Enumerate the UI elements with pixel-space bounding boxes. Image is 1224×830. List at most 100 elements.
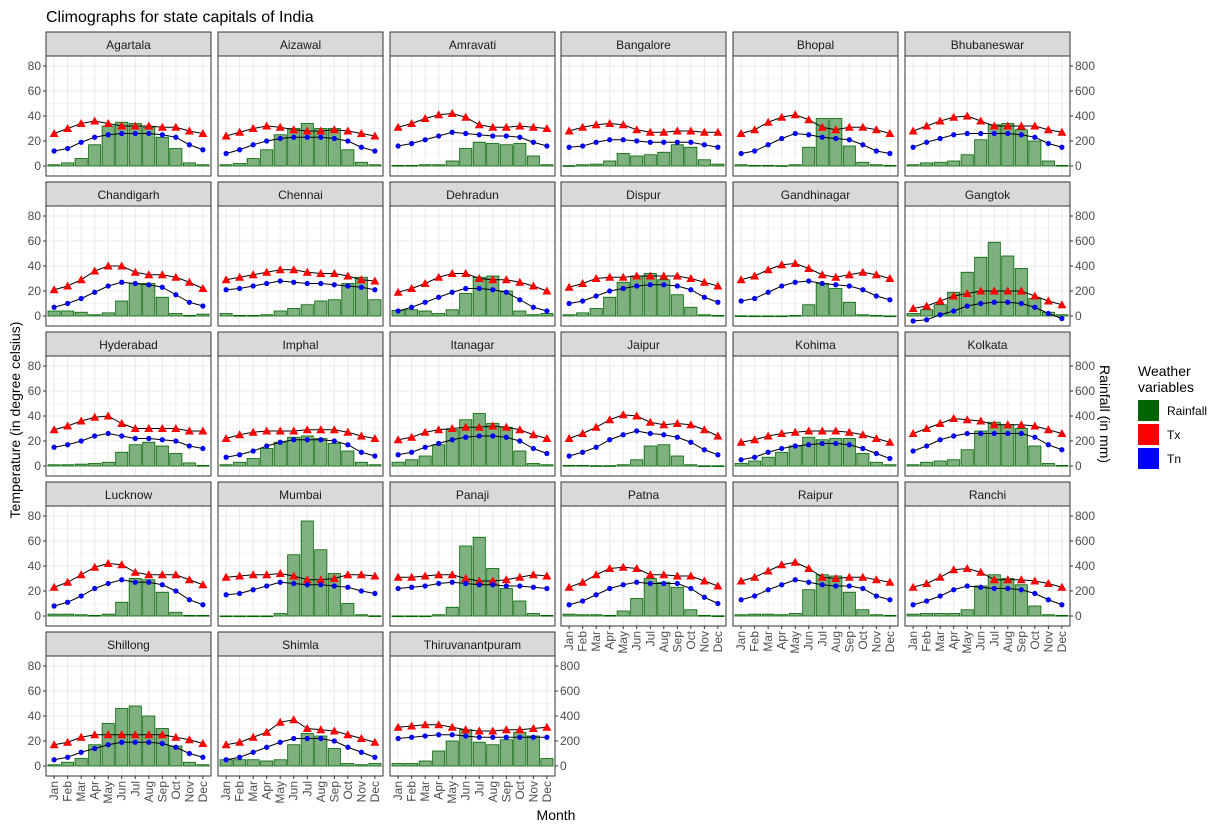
rainfall-bar-feb (576, 312, 590, 317)
tx-point-may (447, 424, 457, 432)
x-tick-label: May (101, 781, 115, 804)
tn-series (51, 577, 206, 609)
tn-point-mar (422, 137, 428, 143)
tx-point-oct (686, 420, 696, 429)
tx-point-apr (949, 414, 959, 422)
tn-point-apr (92, 433, 98, 439)
tn-point-aug (661, 282, 667, 288)
rainfall-series (391, 413, 554, 467)
rainfall-bar-nov (1041, 160, 1055, 167)
tn-point-apr (436, 294, 442, 300)
tx-point-nov (356, 431, 366, 440)
rainfall-bar-dec (368, 464, 382, 467)
tx-point-nov (184, 277, 194, 286)
tx-point-dec (370, 131, 380, 140)
panel-border (217, 205, 384, 327)
right-tick-label: 0 (560, 759, 567, 773)
rainfall-bar-sep (842, 145, 856, 167)
rainfall-bar-nov (354, 614, 368, 617)
tx-point-jul (474, 274, 484, 282)
rainfall-bar-feb (405, 763, 419, 767)
rainfall-bar-dec (1055, 464, 1069, 467)
rainfall-bar-dec (883, 464, 897, 467)
tn-point-jan (738, 457, 744, 463)
tx-point-jan (908, 304, 918, 312)
x-tick-label: Jun (459, 781, 473, 800)
rainfall-bar-sep (327, 748, 341, 767)
tx-point-dec (198, 284, 208, 292)
tn-series (566, 428, 721, 459)
panel-border (217, 355, 384, 477)
panel-itanagar: Itanagar (389, 331, 556, 477)
tn-point-apr (607, 137, 613, 143)
x-tick-label: Apr (947, 631, 961, 650)
tn-point-oct (688, 139, 694, 145)
rainfall-bar-mar (761, 456, 775, 467)
rainfall-bar-feb (748, 613, 762, 617)
tn-point-jun (119, 279, 125, 285)
rainfall-bar-mar (418, 615, 432, 618)
x-tick-label: May (616, 631, 630, 654)
facet-label: Itanagar (450, 338, 494, 352)
tx-point-jul (645, 127, 655, 136)
right-tick-label: 800 (1075, 359, 1095, 373)
rainfall-bar-oct (1028, 605, 1042, 617)
tx-point-oct (343, 730, 353, 739)
rainfall-bar-sep (499, 739, 513, 767)
rainfall-bar-apr (260, 149, 274, 167)
rainfall-bar-may (960, 609, 974, 617)
rainfall-bar-aug (486, 568, 500, 617)
tx-point-feb (922, 579, 932, 587)
tx-point-may (962, 415, 972, 424)
tn-point-feb (237, 754, 243, 760)
tn-point-may (449, 732, 455, 738)
rainfall-bar-aug (142, 579, 156, 617)
rainfall-bar-aug (657, 279, 671, 317)
tn-point-feb (65, 145, 71, 152)
tn-point-nov (701, 594, 707, 600)
tx-point-sep (157, 730, 167, 739)
tn-point-oct (345, 442, 351, 448)
tn-point-jul (476, 433, 482, 439)
rainfall-bar-dec (196, 313, 210, 317)
left-tick-label: 80 (28, 59, 42, 73)
tx-point-nov (1043, 579, 1053, 587)
tn-point-feb (65, 599, 71, 605)
rainfall-bar-sep (327, 299, 341, 317)
x-axis: Jan Feb Mar Apr May Jun Jul Aug Sep Oct Nov Dec (734, 626, 897, 654)
tx-point-may (275, 265, 285, 274)
tx-point-may (447, 570, 457, 579)
tx-point-apr (605, 272, 615, 281)
tx-point-nov (528, 430, 538, 439)
tn-point-nov (873, 450, 879, 457)
rainfall-bar-sep (155, 445, 169, 467)
right-tick-label: 600 (1075, 534, 1095, 548)
rainfall-bar-mar (933, 161, 947, 167)
tx-point-jan (393, 435, 403, 444)
tx-point-feb (407, 284, 417, 292)
tx-point-apr (262, 121, 272, 130)
rainfall-bar-oct (169, 148, 183, 167)
tn-point-sep (159, 740, 165, 747)
tx-point-dec (542, 124, 552, 132)
tn-point-jan (738, 597, 744, 603)
tn-point-mar (937, 593, 943, 599)
tn-point-jan (223, 287, 229, 293)
tx-point-may (447, 722, 457, 731)
rainfall-bar-jan (47, 164, 61, 167)
rainfall-bar-oct (341, 149, 355, 167)
tx-point-jun (632, 564, 642, 572)
tx-point-jan (736, 129, 746, 137)
x-tick-label: Dec (368, 781, 382, 802)
tn-point-aug (146, 739, 152, 745)
x-tick-label: Aug (314, 781, 328, 802)
tx-point-apr (434, 110, 444, 119)
tx-point-aug (1003, 420, 1013, 429)
tn-point-mar (250, 283, 256, 289)
facet-strip (217, 481, 384, 507)
facet-strip (389, 181, 556, 207)
tx-series (49, 411, 208, 435)
tx-point-jan (564, 582, 574, 591)
x-axis: Jan Feb Mar Apr May Jun Jul Aug Sep Oct Nov Dec (219, 776, 382, 804)
